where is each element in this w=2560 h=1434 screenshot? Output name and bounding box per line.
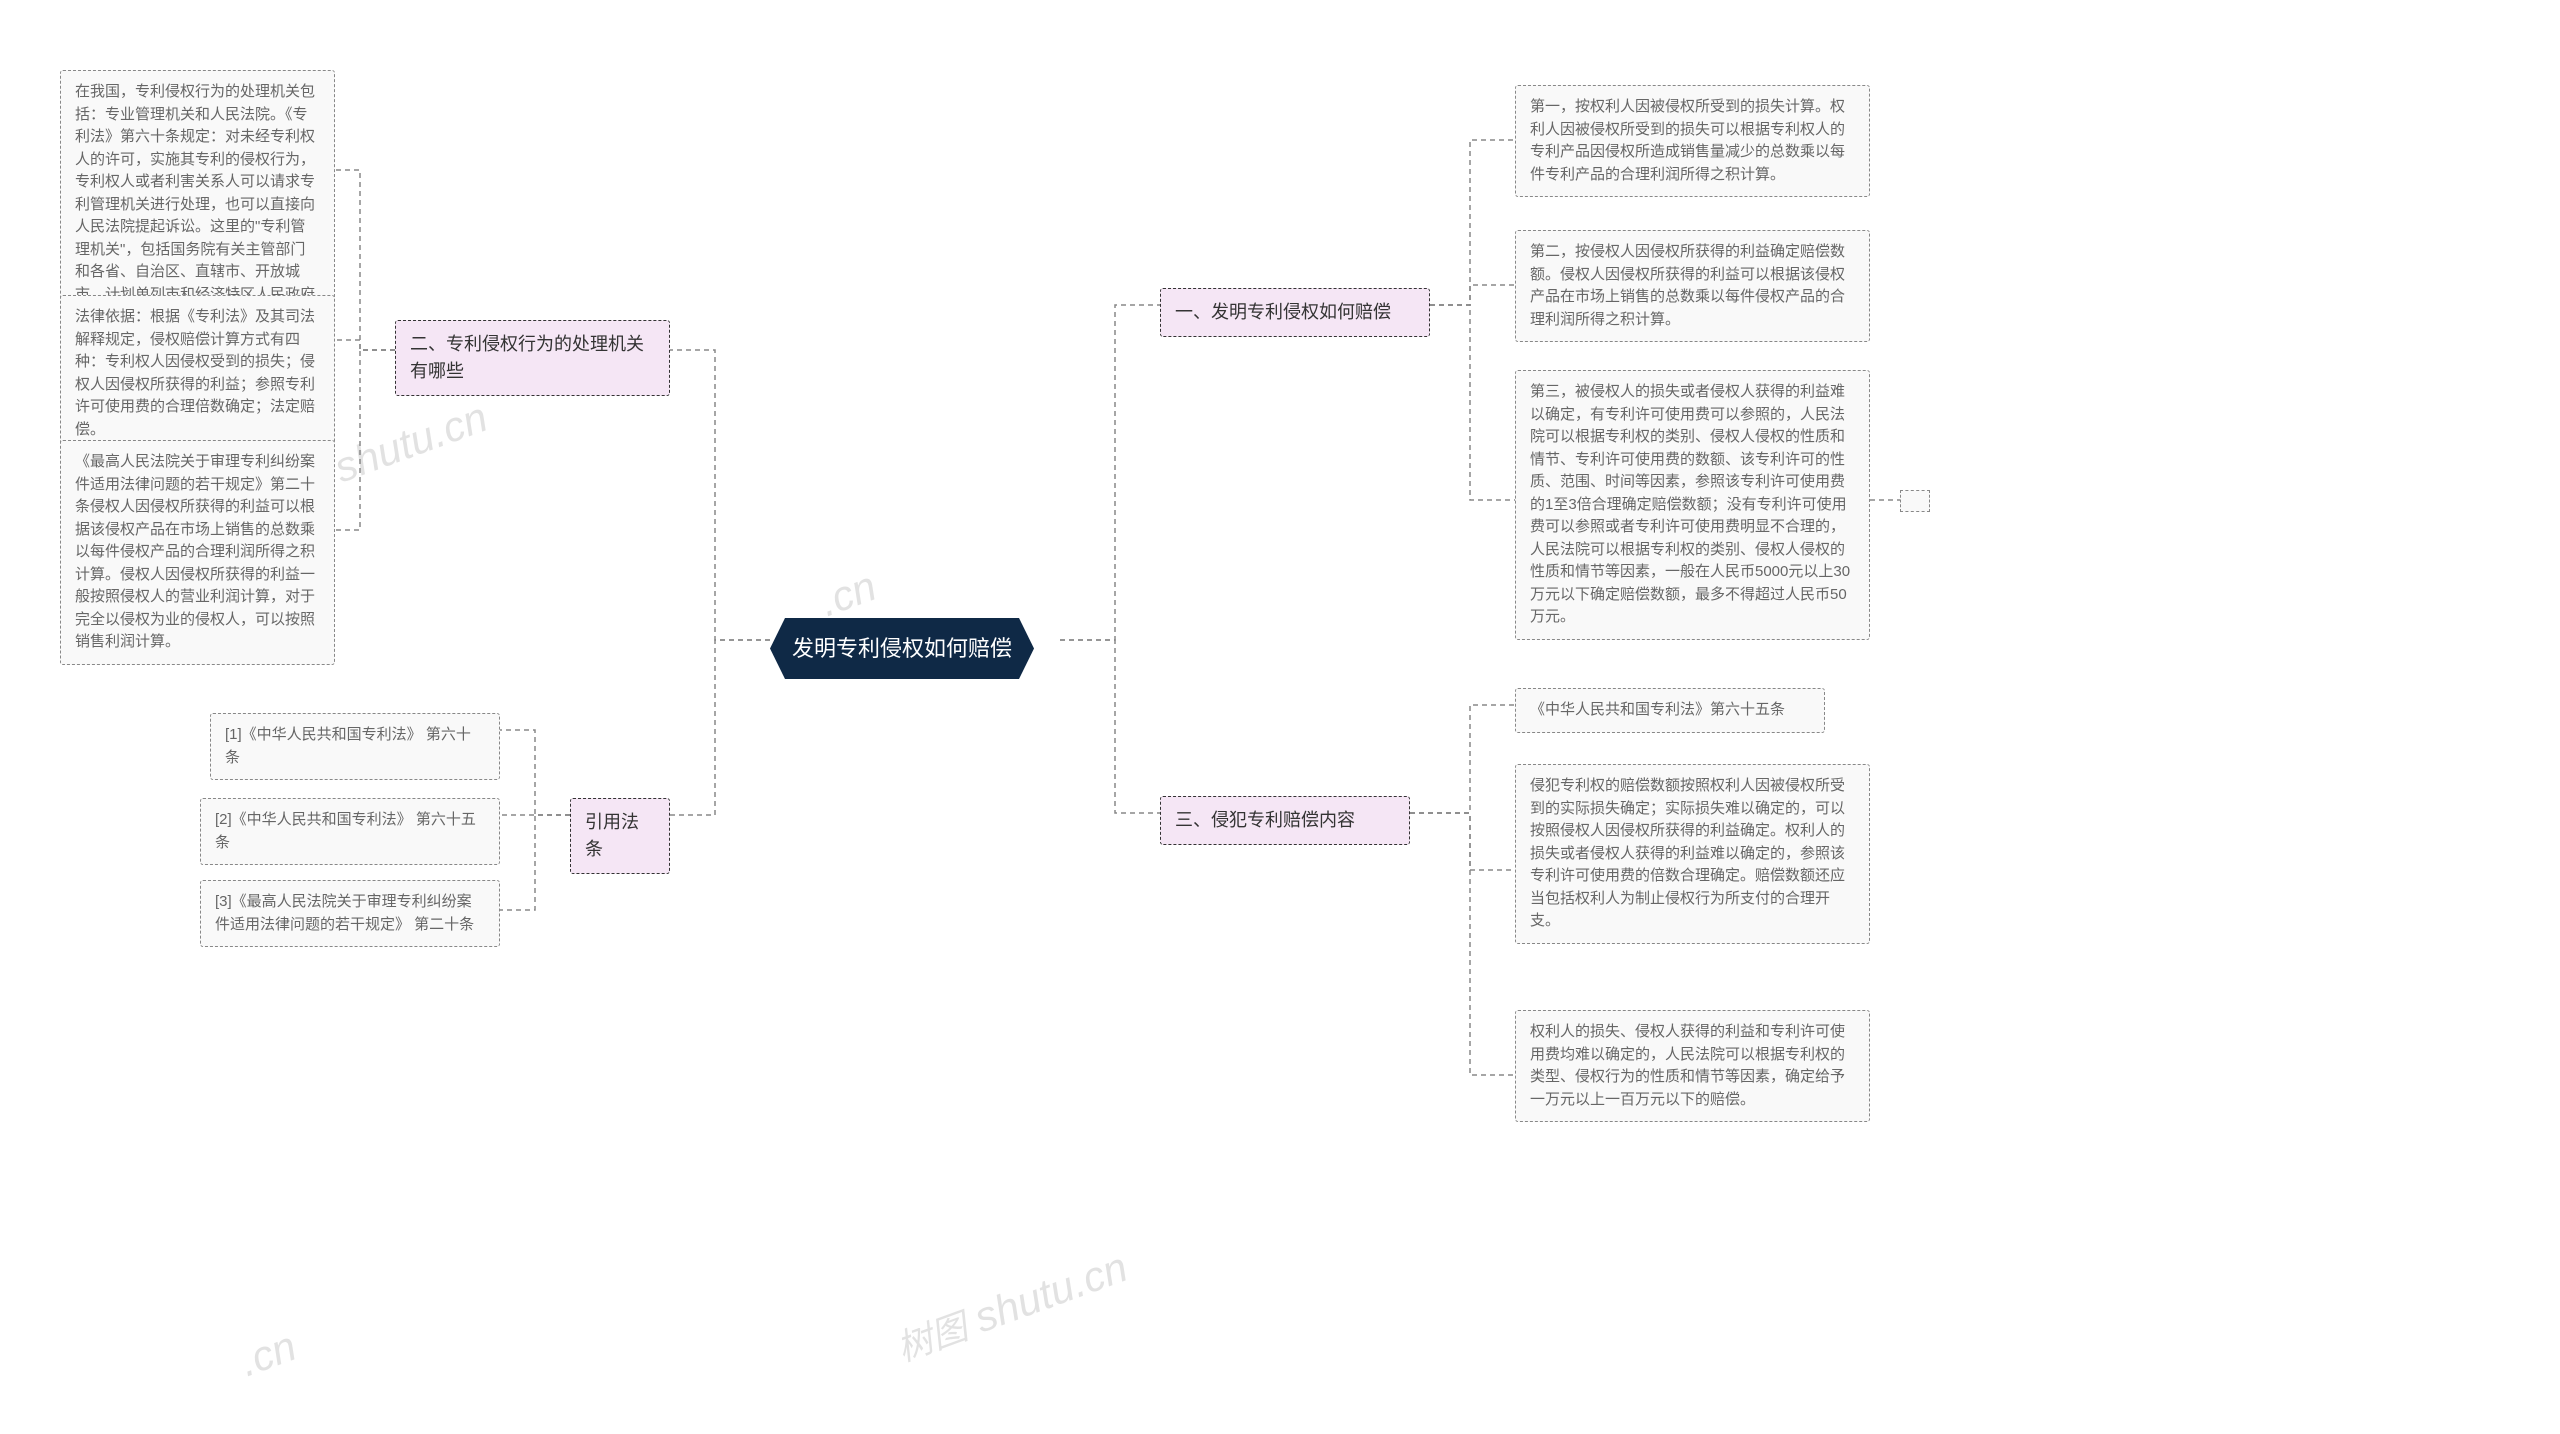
root-node: 发明专利侵权如何赔偿	[770, 618, 1034, 679]
leaf-b1-l3-extra	[1900, 490, 1930, 512]
watermark: .cn	[233, 1322, 302, 1386]
leaf-b1-l1: 第一，按权利人因被侵权所受到的损失计算。权利人因被侵权所受到的损失可以根据专利权…	[1515, 85, 1870, 197]
branch-4: 引用法条	[570, 798, 670, 874]
leaf-b3-l1: 《中华人民共和国专利法》第六十五条	[1515, 688, 1825, 733]
branch-3-label: 三、侵犯专利赔偿内容	[1175, 810, 1355, 830]
leaf-b2-l2: 法律依据：根据《专利法》及其司法解释规定，侵权赔偿计算方式有四种：专利权人因侵权…	[60, 295, 335, 452]
branch-2: 二、专利侵权行为的处理机关有哪些	[395, 320, 670, 396]
leaf-b1-l3: 第三，被侵权人的损失或者侵权人获得的利益难以确定，有专利许可使用费可以参照的，人…	[1515, 370, 1870, 640]
branch-4-label: 引用法条	[585, 812, 639, 859]
branch-3: 三、侵犯专利赔偿内容	[1160, 796, 1410, 845]
leaf-b3-l3: 权利人的损失、侵权人获得的利益和专利许可使用费均难以确定的，人民法院可以根据专利…	[1515, 1010, 1870, 1122]
leaf-b3-l2: 侵犯专利权的赔偿数额按照权利人因被侵权所受到的实际损失确定；实际损失难以确定的，…	[1515, 764, 1870, 944]
leaf-b4-l1: [1]《中华人民共和国专利法》 第六十条	[210, 713, 500, 780]
branch-2-label: 二、专利侵权行为的处理机关有哪些	[410, 334, 644, 381]
leaf-b4-l3: [3]《最高人民法院关于审理专利纠纷案件适用法律问题的若干规定》 第二十条	[200, 880, 500, 947]
leaf-b1-l2: 第二，按侵权人因侵权所获得的利益确定赔偿数额。侵权人因侵权所获得的利益可以根据该…	[1515, 230, 1870, 342]
leaf-b4-l2: [2]《中华人民共和国专利法》 第六十五条	[200, 798, 500, 865]
branch-1: 一、发明专利侵权如何赔偿	[1160, 288, 1430, 337]
branch-1-label: 一、发明专利侵权如何赔偿	[1175, 302, 1391, 322]
leaf-b2-l3: 《最高人民法院关于审理专利纠纷案件适用法律问题的若干规定》第二十条侵权人因侵权所…	[60, 440, 335, 665]
watermark: .cn	[813, 562, 882, 626]
watermark: 树图 shutu.cn	[888, 1240, 1134, 1372]
root-label: 发明专利侵权如何赔偿	[792, 636, 1012, 661]
